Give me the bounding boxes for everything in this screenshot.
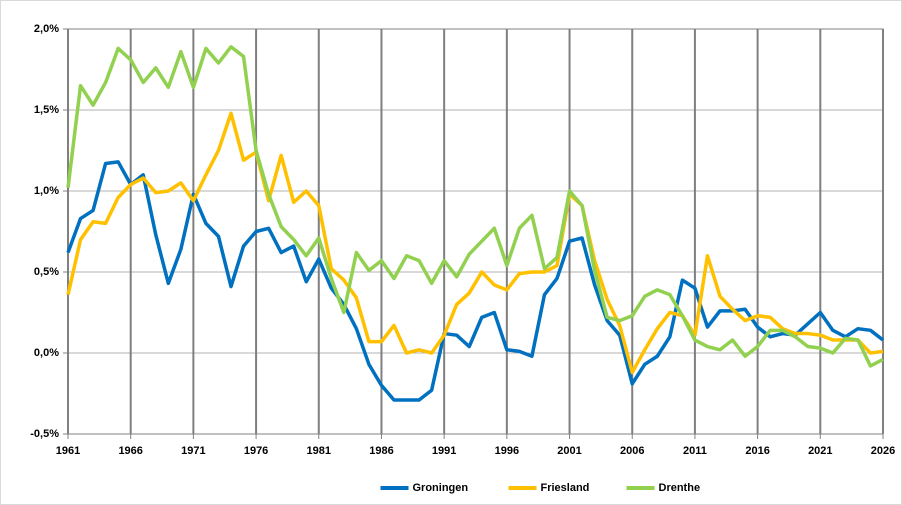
- x-tick-label: 1986: [369, 445, 393, 457]
- y-tick-label: 0,0%: [34, 347, 59, 359]
- plot-border: [67, 28, 884, 435]
- x-tick-label: 2021: [808, 445, 832, 457]
- legend-label: Groningen: [413, 482, 469, 494]
- x-tick-label: 1996: [495, 445, 519, 457]
- x-tick-label: 2001: [557, 445, 581, 457]
- y-tick-label: 1,5%: [34, 104, 59, 116]
- x-tick-label: 2016: [745, 445, 769, 457]
- x-tick-label: 2026: [871, 445, 895, 457]
- legend-label: Drenthe: [659, 482, 701, 494]
- y-tick-label: 0,5%: [34, 266, 59, 278]
- x-tick-label: 1961: [56, 445, 80, 457]
- x-tick-label: 2011: [683, 445, 707, 457]
- y-tick-label: 2,0%: [34, 23, 59, 35]
- x-tick-label: 1971: [181, 445, 205, 457]
- y-tick-label: -0,5%: [30, 428, 59, 440]
- x-tick-label: 1966: [118, 445, 142, 457]
- x-tick-label: 1981: [307, 445, 331, 457]
- series-line: [66, 111, 884, 375]
- series-line: [66, 160, 885, 402]
- legend-label: Friesland: [541, 482, 590, 494]
- x-tick-label: 2006: [620, 445, 644, 457]
- y-tick-label: 1,0%: [34, 185, 59, 197]
- x-tick-label: 1976: [244, 445, 268, 457]
- series-line: [66, 45, 884, 368]
- x-tick-label: 1991: [432, 445, 456, 457]
